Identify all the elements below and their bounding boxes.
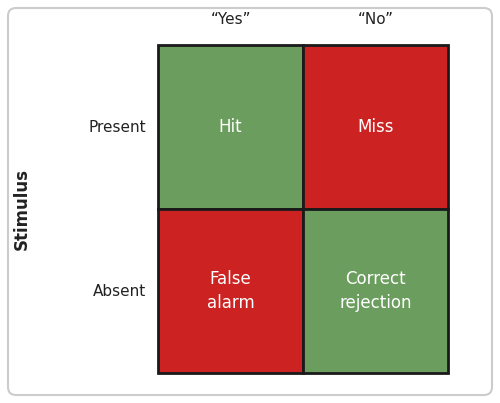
Text: False
alarm: False alarm — [206, 270, 254, 312]
Bar — [303, 209, 448, 373]
Text: Absent: Absent — [93, 283, 146, 299]
Text: “No”: “No” — [358, 12, 394, 27]
Text: Stimulus: Stimulus — [13, 168, 31, 250]
Bar — [303, 45, 448, 209]
Bar — [158, 209, 303, 373]
FancyBboxPatch shape — [8, 8, 492, 395]
Text: Present: Present — [88, 120, 146, 135]
Text: Correct
rejection: Correct rejection — [339, 270, 412, 312]
Text: Hit: Hit — [218, 118, 242, 136]
Text: Miss: Miss — [357, 118, 394, 136]
Bar — [158, 45, 303, 209]
Text: “Yes”: “Yes” — [210, 12, 251, 27]
